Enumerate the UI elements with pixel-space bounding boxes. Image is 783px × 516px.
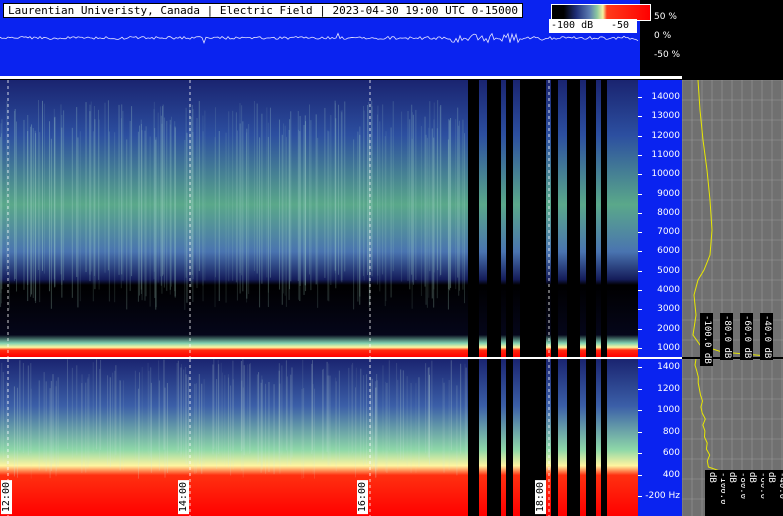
spectrum-panel-high (682, 80, 783, 357)
spectrogram-fill (0, 80, 468, 357)
frequency-tick-label: 400 (662, 469, 680, 480)
frequency-tick-label: 5000 (657, 265, 680, 276)
divider (0, 357, 682, 359)
frequency-tick-label: -200 Hz (645, 491, 680, 501)
waveform-trace (0, 32, 639, 45)
frequency-tick: 8000 (638, 208, 682, 218)
frequency-tick-label: 6000 (657, 246, 680, 257)
psd-db-label: -40.0 dB (760, 313, 773, 361)
frequency-tick-label: 600 (662, 448, 680, 458)
frequency-tick-label: 800 (662, 426, 680, 437)
waveform-scale-high: 50 % (654, 12, 677, 22)
frequency-tick: 1200 (638, 384, 682, 394)
frequency-tick: 6000 (638, 246, 682, 256)
frequency-tick: 1000 (638, 405, 682, 415)
frequency-tick: -200 Hz (638, 491, 682, 501)
spectrogram-high (0, 80, 638, 357)
frequency-tick: 7000 (638, 227, 682, 237)
psd-db-label: -80.0 dB (720, 313, 733, 361)
frequency-tick: 400 (638, 470, 682, 480)
frequency-tick: 3000 (638, 304, 682, 314)
spectrogram-high-image (0, 80, 638, 357)
frequency-tick: 13000 (638, 111, 682, 121)
frequency-tick-label: 12000 (651, 130, 680, 141)
waveform-path (0, 32, 639, 45)
frequency-tick-label: 11000 (651, 149, 680, 160)
frequency-tick: 5000 (638, 266, 682, 276)
frequency-tick-label: 8000 (657, 207, 680, 218)
frequency-tick: 10000 (638, 169, 682, 179)
frequency-tick-label: 3000 (657, 304, 680, 315)
frequency-tick-label: 4000 (657, 285, 680, 295)
psd-db-label: -60.0 dB (740, 313, 753, 361)
psd-curve (692, 80, 768, 357)
spectrogram-low (0, 359, 638, 516)
frequency-tick-label: 10000 (651, 169, 680, 180)
frequency-tick-label: 1000 (657, 405, 680, 415)
psd-db-label: -100.0 dB (700, 313, 713, 366)
frequency-tick-label: 7000 (657, 227, 680, 238)
frequency-scale-low: 1400 1200 1000 800 600 400 -200 Hz (638, 359, 682, 516)
spectrum-panel-low (682, 359, 783, 516)
colorbar-labels: -100 dB -50 (549, 19, 637, 33)
frequency-tick-label: 9000 (657, 188, 680, 199)
divider (0, 76, 682, 79)
frequency-tick-label: 2000 (657, 323, 680, 334)
frequency-scale-high: 14000 13000 12000 11000 10000 9000 8000 7000 600… (638, 80, 682, 357)
spectrogram-fill (0, 359, 468, 516)
frequency-tick-label: 1200 (657, 383, 680, 394)
time-label: 16:00 (357, 480, 368, 515)
frequency-tick-label: 14000 (651, 92, 680, 102)
psd-db-label: -40.0 dB (764, 470, 783, 516)
frequency-tick: 12000 (638, 131, 682, 141)
colorbar-min-label: -100 dB (551, 20, 594, 31)
waveform-scale-mid: 0 % (654, 31, 672, 41)
waveform-scale-low: -50 % (654, 50, 681, 60)
page-title: Laurentian Univeristy, Canada | Electric… (3, 3, 523, 18)
frequency-tick: 1000 (638, 343, 682, 353)
frequency-tick: 1400 (638, 362, 682, 372)
time-label: 12:00 (1, 480, 12, 515)
colorbar-max-label: -50 (611, 20, 630, 31)
spectrogram-low-image (0, 359, 638, 516)
time-label: 14:00 (178, 480, 189, 515)
frequency-tick: 4000 (638, 285, 682, 295)
frequency-tick: 11000 (638, 150, 682, 160)
frequency-tick-label: 1400 (657, 362, 680, 372)
frequency-tick: 14000 (638, 92, 682, 102)
frequency-tick: 2000 (638, 324, 682, 334)
frequency-tick: 600 (638, 448, 682, 458)
corner-area (682, 0, 783, 76)
frequency-tick-label: 13000 (651, 111, 680, 122)
time-label: 18:00 (535, 480, 546, 515)
frequency-tick-label: 1000 (657, 342, 680, 353)
frequency-tick: 9000 (638, 189, 682, 199)
frequency-tick: 800 (638, 427, 682, 437)
